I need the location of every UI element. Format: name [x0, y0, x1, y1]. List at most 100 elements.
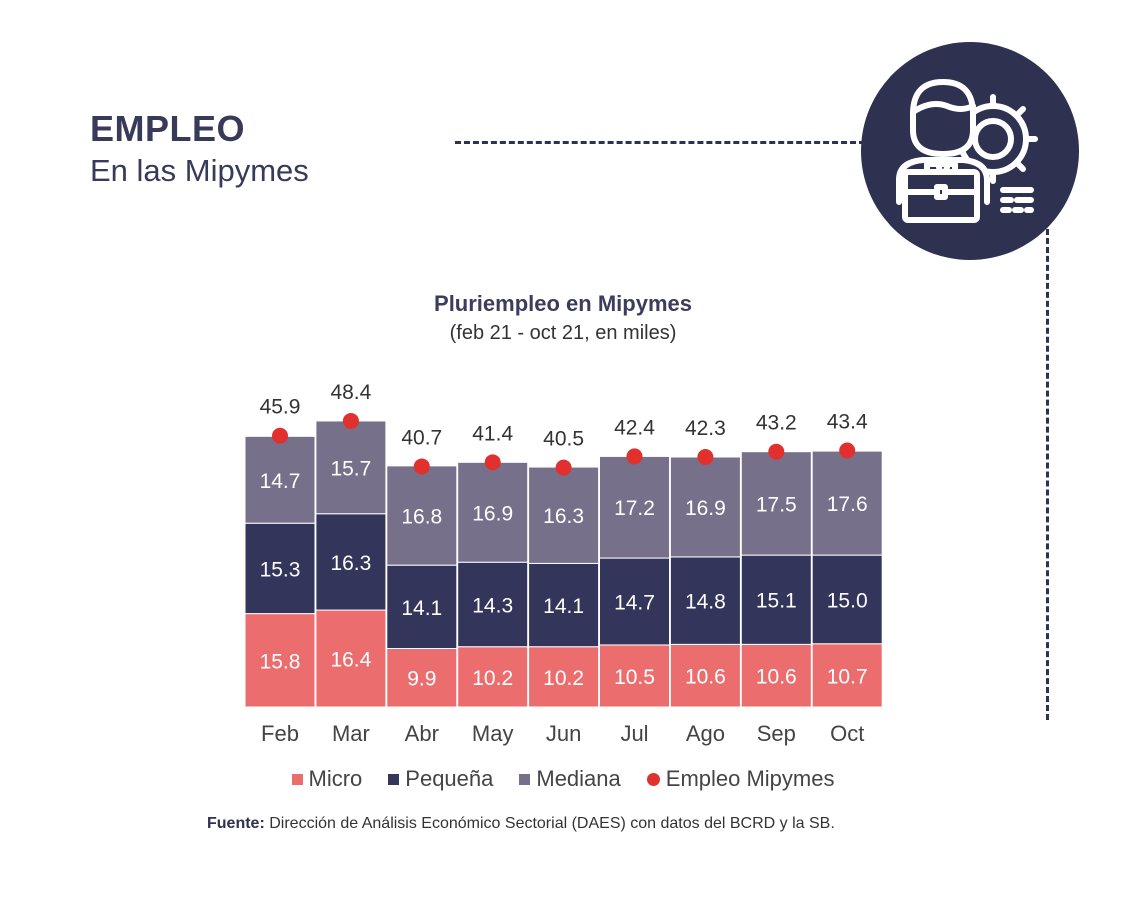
bar-segment-micro-sep [740, 643, 812, 708]
bar-segment-mediana-jul [599, 455, 670, 559]
total-label-may: 41.4 [472, 422, 513, 445]
legend-swatch-mediana [519, 773, 531, 785]
page-title: EMPLEO [90, 108, 246, 149]
bar-segment-pequena-may [457, 561, 529, 648]
legend-label-pequena: Pequeña [405, 766, 494, 791]
bar-segment-micro-mar [315, 609, 387, 708]
bar-segment-mediana-sep [740, 451, 812, 556]
legend-swatch-micro [291, 773, 303, 785]
chart-title: Pluriempleo en Mipymes [434, 291, 692, 316]
total-label-ago: 42.3 [685, 417, 726, 440]
bar-segment-micro-oct [811, 643, 883, 708]
total-label-jun: 40.5 [543, 428, 584, 451]
data-label-pequena-feb: 15.3 [260, 558, 301, 581]
data-label-micro-ago: 10.6 [685, 666, 726, 689]
total-label-sep: 43.2 [756, 412, 797, 435]
data-label-pequena-jul: 14.7 [614, 592, 655, 615]
total-marker-abr [413, 458, 430, 475]
source-text: Dirección de Análisis Económico Sectoria… [264, 815, 835, 832]
x-tick-label-jul: Jul [620, 721, 648, 746]
source-note: Fuente: Dirección de Análisis Económico … [207, 815, 835, 833]
x-tick-label-jun: Jun [546, 721, 581, 746]
bar-segment-pequena-jun [528, 562, 600, 648]
total-marker-jun [555, 459, 572, 476]
source-label: Fuente: [207, 815, 265, 832]
data-label-mediana-jul: 17.2 [614, 497, 655, 520]
legend-item-micro: Micro [291, 766, 363, 792]
bar-segment-micro-feb [244, 613, 316, 708]
total-label-abr: 40.7 [401, 426, 442, 449]
data-label-mediana-mar: 15.7 [330, 457, 371, 480]
bar-segment-micro-jul [599, 644, 670, 708]
legend-item-mediana: Mediana [519, 766, 621, 792]
data-label-mediana-oct: 17.6 [827, 493, 868, 516]
data-label-micro-jun: 10.2 [543, 667, 584, 690]
total-marker-ago [697, 449, 714, 466]
decorative-dashed-line-horizontal [455, 141, 865, 144]
bar-segment-mediana-ago [669, 456, 741, 558]
total-label-jul: 42.4 [614, 416, 655, 439]
data-label-micro-may: 10.2 [472, 667, 513, 690]
data-label-micro-jul: 10.5 [614, 666, 655, 689]
data-label-pequena-may: 14.3 [472, 594, 513, 617]
total-label-mar: 48.4 [330, 381, 371, 404]
data-label-pequena-jun: 14.1 [543, 595, 584, 618]
total-marker-jul [626, 448, 643, 465]
data-label-pequena-sep: 15.1 [756, 590, 797, 613]
bar-segment-pequena-feb [244, 522, 316, 615]
bar-segment-mediana-mar [315, 420, 387, 515]
chart-legend: Micro Pequeña Mediana Empleo Mipymes [0, 766, 1126, 792]
data-label-pequena-abr: 14.1 [401, 597, 442, 620]
bar-segment-pequena-mar [315, 513, 387, 611]
bar-segment-mediana-jun [528, 466, 600, 564]
bar-segment-pequena-sep [740, 554, 812, 645]
x-tick-label-abr: Abr [405, 721, 439, 746]
total-marker-sep [768, 443, 785, 460]
data-label-mediana-jun: 16.3 [543, 505, 584, 528]
total-marker-may [484, 454, 501, 471]
total-marker-mar [342, 412, 359, 429]
x-tick-label-oct: Oct [830, 721, 864, 746]
employment-badge [861, 42, 1079, 260]
bar-segment-micro-ago [669, 643, 741, 708]
data-label-mediana-feb: 14.7 [260, 470, 301, 493]
x-tick-label-sep: Sep [757, 721, 796, 746]
bar-segment-pequena-abr [386, 564, 458, 649]
x-tick-label-mar: Mar [332, 721, 370, 746]
data-label-micro-feb: 15.8 [260, 650, 301, 673]
bar-segment-micro-may [457, 646, 529, 708]
x-tick-label-ago: Ago [686, 721, 725, 746]
data-label-mediana-abr: 16.8 [401, 506, 442, 529]
legend-item-pequena: Pequeña [388, 766, 493, 792]
bar-segment-mediana-feb [244, 435, 316, 524]
legend-label-empleo: Empleo Mipymes [665, 766, 835, 791]
legend-label-micro: Micro [308, 766, 363, 791]
bar-segment-mediana-oct [811, 450, 883, 556]
decorative-dashed-line-vertical [1046, 220, 1049, 720]
page-subtitle: En las Mipymes [90, 153, 309, 188]
total-label-oct: 43.4 [827, 411, 868, 434]
chart-subtitle: (feb 21 - oct 21, en miles) [449, 322, 677, 344]
x-tick-label-feb: Feb [261, 721, 299, 746]
x-tick-label-may: May [472, 721, 514, 746]
data-label-pequena-ago: 14.8 [685, 591, 726, 614]
data-label-pequena-oct: 15.0 [827, 589, 868, 612]
data-label-micro-mar: 16.4 [330, 649, 371, 672]
data-label-mediana-may: 16.9 [472, 502, 513, 525]
data-label-mediana-sep: 17.5 [756, 493, 797, 516]
legend-label-mediana: Mediana [536, 766, 621, 791]
total-label-feb: 45.9 [260, 396, 301, 419]
legend-dot-empleo [646, 772, 660, 786]
total-marker-oct [839, 442, 856, 459]
data-label-micro-sep: 10.6 [756, 666, 797, 689]
data-label-mediana-ago: 16.9 [685, 497, 726, 520]
bar-segment-pequena-ago [669, 556, 741, 645]
bar-segment-micro-abr [386, 647, 458, 708]
legend-swatch-pequena [388, 773, 400, 785]
data-label-pequena-mar: 16.3 [330, 552, 371, 575]
bar-segment-pequena-jul [599, 557, 670, 646]
data-label-micro-oct: 10.7 [827, 665, 868, 688]
data-label-micro-abr: 9.9 [407, 668, 436, 691]
bar-segment-pequena-oct [811, 554, 883, 645]
